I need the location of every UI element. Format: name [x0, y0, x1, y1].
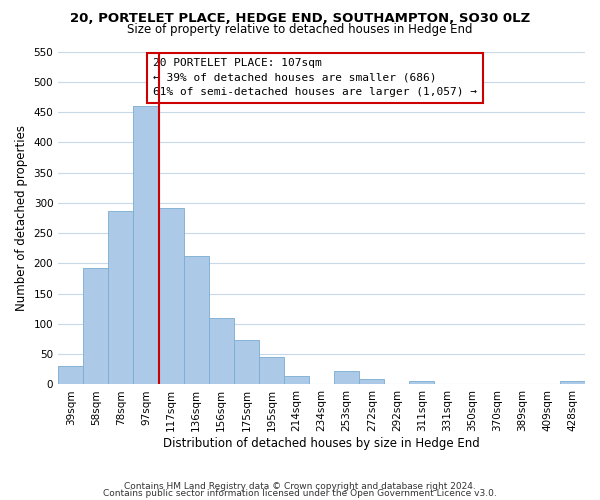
Text: 20 PORTELET PLACE: 107sqm
← 39% of detached houses are smaller (686)
61% of semi: 20 PORTELET PLACE: 107sqm ← 39% of detac… [153, 58, 477, 97]
Text: 20, PORTELET PLACE, HEDGE END, SOUTHAMPTON, SO30 0LZ: 20, PORTELET PLACE, HEDGE END, SOUTHAMPT… [70, 12, 530, 26]
Bar [109, 210, 133, 384]
X-axis label: Distribution of detached houses by size in Hedge End: Distribution of detached houses by size … [163, 437, 480, 450]
Bar [133, 106, 158, 384]
Text: Size of property relative to detached houses in Hedge End: Size of property relative to detached ho… [127, 22, 473, 36]
Text: Contains HM Land Registry data © Crown copyright and database right 2024.: Contains HM Land Registry data © Crown c… [124, 482, 476, 491]
Bar [284, 376, 309, 384]
Bar [409, 382, 434, 384]
Bar [158, 208, 184, 384]
Y-axis label: Number of detached properties: Number of detached properties [15, 125, 28, 311]
Bar [58, 366, 83, 384]
Bar [259, 356, 284, 384]
Bar [334, 371, 359, 384]
Bar [83, 268, 109, 384]
Text: Contains public sector information licensed under the Open Government Licence v3: Contains public sector information licen… [103, 489, 497, 498]
Bar [560, 382, 585, 384]
Bar [359, 379, 385, 384]
Bar [209, 318, 234, 384]
Bar [234, 340, 259, 384]
Bar [184, 256, 209, 384]
